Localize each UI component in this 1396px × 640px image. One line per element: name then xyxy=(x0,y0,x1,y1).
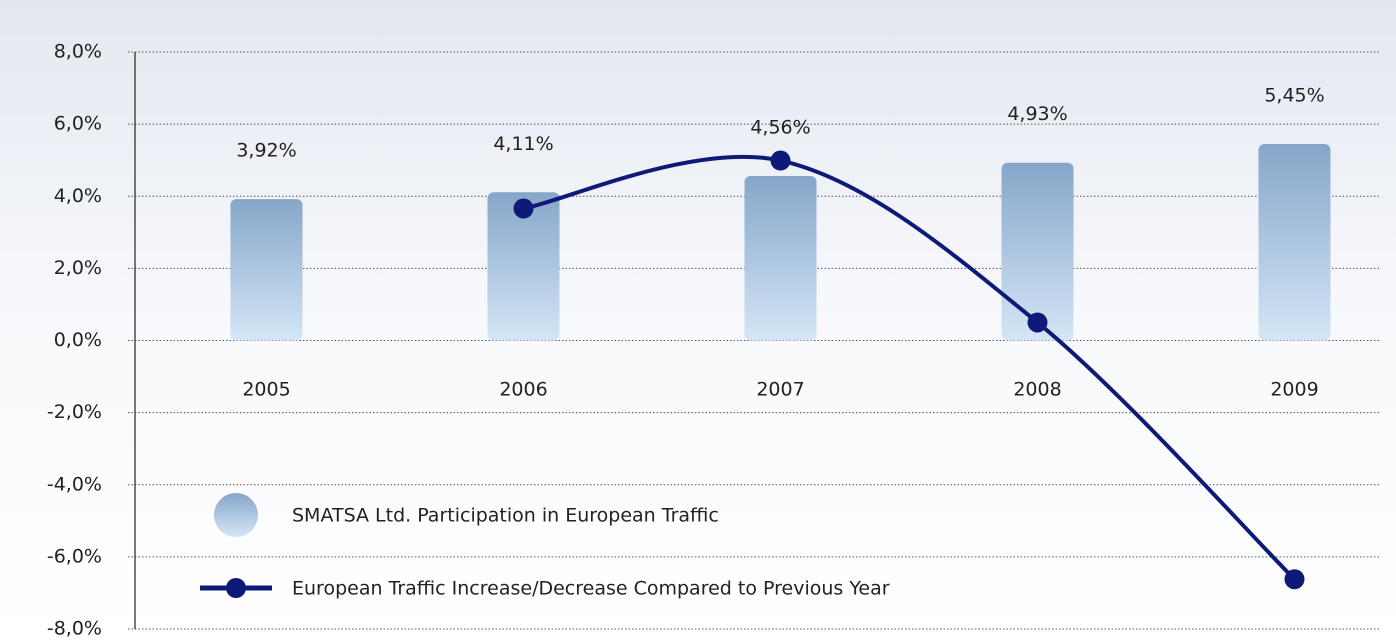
legend-label: SMATSA Ltd. Participation in European Tr… xyxy=(292,505,719,527)
bar xyxy=(487,192,560,341)
legend-swatch xyxy=(214,493,258,537)
y-tick-label: 8,0% xyxy=(54,41,102,63)
legend-label: European Traffic Increase/Decrease Compa… xyxy=(292,578,890,600)
x-tick-label: 2009 xyxy=(1270,379,1318,401)
bar xyxy=(1258,143,1331,341)
bar xyxy=(744,176,817,341)
line-point xyxy=(513,198,534,219)
value-label: 4,11% xyxy=(493,133,553,155)
x-tick-label: 2006 xyxy=(499,379,547,401)
line-point xyxy=(1284,569,1305,590)
value-label: 5,45% xyxy=(1264,84,1324,106)
value-label: 4,56% xyxy=(750,117,810,139)
y-tick-label: -6,0% xyxy=(47,545,102,567)
y-tick-label: -4,0% xyxy=(47,473,102,495)
bar xyxy=(230,199,303,341)
line-point xyxy=(770,150,791,171)
y-tick-label: 4,0% xyxy=(54,185,102,207)
y-tick-label: 2,0% xyxy=(54,257,102,279)
x-tick-label: 2008 xyxy=(1013,379,1061,401)
bar xyxy=(1001,162,1074,341)
x-tick-label: 2007 xyxy=(756,379,804,401)
y-tick-label: -8,0% xyxy=(47,618,102,640)
legend-swatch xyxy=(226,578,246,598)
x-tick-label: 2005 xyxy=(242,379,290,401)
line-point xyxy=(1027,312,1048,333)
y-tick-label: 0,0% xyxy=(54,329,102,351)
value-label: 3,92% xyxy=(236,140,296,162)
line xyxy=(523,154,1296,581)
y-tick-label: -2,0% xyxy=(47,401,102,423)
y-tick-label: 6,0% xyxy=(54,113,102,135)
value-label: 4,93% xyxy=(1007,103,1067,125)
